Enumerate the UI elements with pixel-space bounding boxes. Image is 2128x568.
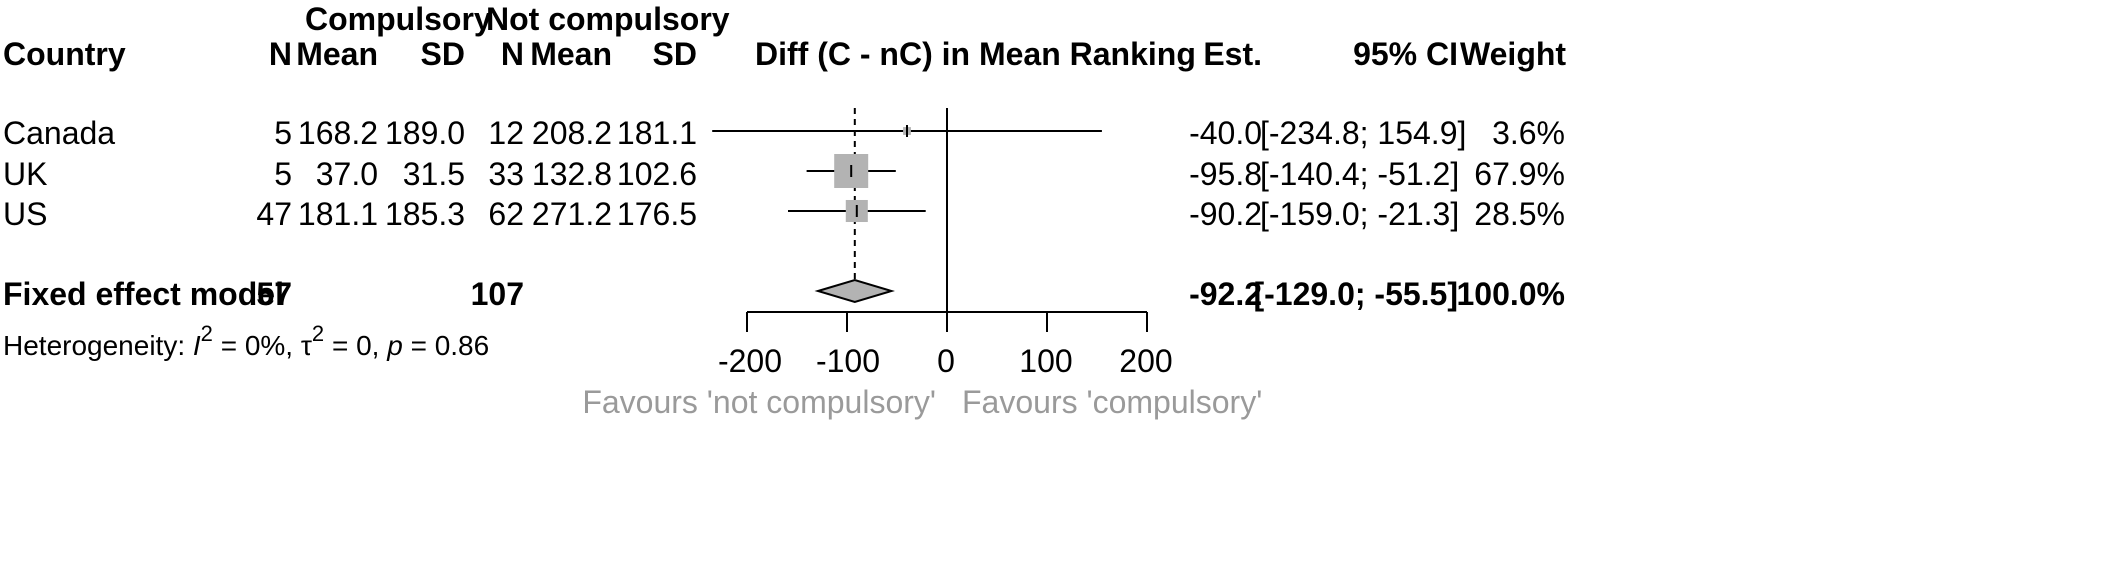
tau-symbol: τ: [300, 330, 312, 361]
row-est: -40.0: [1189, 115, 1262, 151]
heterogeneity-text: Heterogeneity: I2 = 0%, τ2 = 0, p = 0.86: [3, 315, 489, 365]
tick-label: -200: [717, 343, 783, 379]
row-c-n: 47: [256, 196, 292, 232]
p-symbol: p: [387, 330, 403, 361]
header-c-sd: SD: [420, 36, 465, 72]
header-c-n: N: [268, 36, 292, 72]
heterogeneity-prefix: Heterogeneity:: [3, 330, 193, 361]
header-country: Country: [3, 36, 126, 72]
row-nc-n: 62: [488, 196, 524, 232]
summary-est: -92.2: [1189, 276, 1262, 312]
summary-label: Fixed effect model: [3, 276, 284, 312]
header-compulsory: Compulsory: [305, 1, 492, 37]
row-nc-n: 33: [488, 156, 524, 192]
tick-label: 0: [937, 343, 955, 379]
summary-nc-n: 107: [470, 276, 524, 312]
pooled-diamond: [814, 278, 895, 304]
row-ci: [-140.4; -51.2]: [1260, 156, 1460, 192]
summary-weight: 100.0%: [1456, 276, 1565, 312]
row-country: US: [3, 196, 48, 232]
tau-value: = 0,: [324, 330, 388, 361]
favours-left-label: Favours 'not compulsory': [582, 384, 936, 420]
row-country: UK: [3, 156, 48, 192]
row-nc-sd: 181.1: [616, 115, 697, 151]
summary-c-n: 57: [256, 276, 292, 312]
header-diff: Diff (C - nC) in Mean Ranking: [755, 36, 1196, 72]
tick-label: 200: [1119, 343, 1173, 379]
row-nc-mean: 208.2: [531, 115, 612, 151]
header-est: Est.: [1203, 36, 1262, 72]
row-weight: 67.9%: [1474, 156, 1565, 192]
tick-label: 100: [1019, 343, 1073, 379]
header-nc-sd: SD: [652, 36, 697, 72]
row-nc-n: 12: [488, 115, 524, 151]
header-ci: 95% CI: [1353, 36, 1458, 72]
row-c-mean: 181.1: [297, 196, 378, 232]
i2-value: = 0%,: [212, 330, 301, 361]
row-c-sd: 189.0: [385, 115, 466, 151]
header-c-mean: Mean: [296, 36, 378, 72]
header-nc-mean: Mean: [530, 36, 612, 72]
row-c-mean: 168.2: [297, 115, 378, 151]
row-country: Canada: [3, 115, 116, 151]
i2-superscript: 2: [200, 321, 213, 346]
p-value: = 0.86: [402, 330, 490, 361]
row-c-n: 5: [274, 156, 292, 192]
tau-superscript: 2: [311, 321, 325, 346]
row-ci: [-234.8; 154.9]: [1260, 115, 1467, 151]
row-ci: [-159.0; -21.3]: [1260, 196, 1460, 232]
row-nc-sd: 102.6: [616, 156, 697, 192]
header-weight: Weight: [1460, 36, 1567, 72]
row-nc-sd: 176.5: [616, 196, 697, 232]
row-est: -90.2: [1189, 196, 1262, 232]
row-weight: 3.6%: [1492, 115, 1565, 151]
row-c-sd: 31.5: [402, 156, 465, 192]
row-c-sd: 185.3: [385, 196, 466, 232]
summary-ci: [-129.0; -55.5]: [1253, 276, 1458, 312]
tick-label: -100: [815, 343, 881, 379]
row-c-mean: 37.0: [315, 156, 378, 192]
header-nc-n: N: [500, 36, 524, 72]
row-nc-mean: 271.2: [531, 196, 612, 232]
row-weight: 28.5%: [1474, 196, 1565, 232]
row-c-n: 5: [274, 115, 292, 151]
row-nc-mean: 132.8: [531, 156, 612, 192]
favours-right-label: Favours 'compulsory': [962, 384, 1263, 420]
row-est: -95.8: [1189, 156, 1262, 192]
header-not-compulsory: Not compulsory: [486, 1, 730, 37]
i2-symbol: I: [192, 330, 201, 361]
